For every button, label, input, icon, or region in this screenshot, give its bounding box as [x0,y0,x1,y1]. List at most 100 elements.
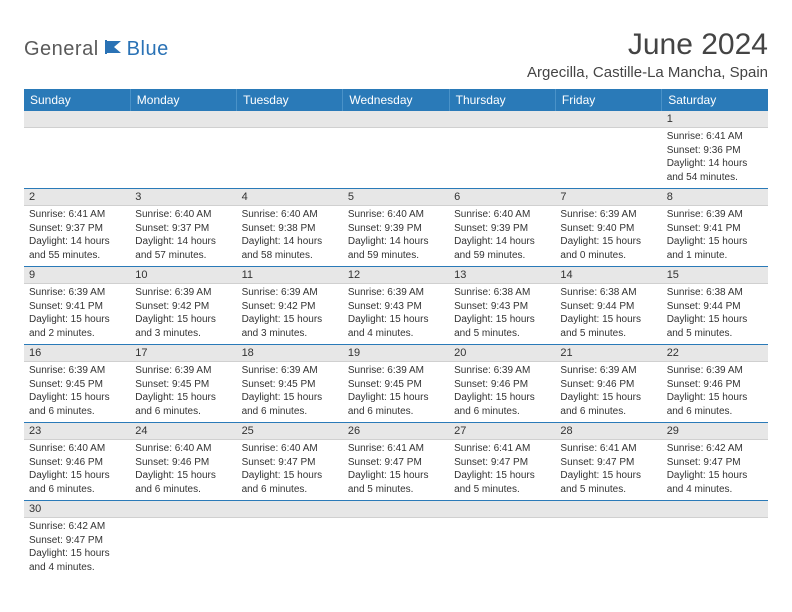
calendar-day-cell: 21Sunrise: 6:39 AMSunset: 9:46 PMDayligh… [555,345,661,423]
calendar-day-cell: 19Sunrise: 6:39 AMSunset: 9:45 PMDayligh… [343,345,449,423]
day-number: 9 [24,267,130,284]
day-number: 13 [449,267,555,284]
calendar-day-cell: 7Sunrise: 6:39 AMSunset: 9:40 PMDaylight… [555,189,661,267]
day-details: Sunrise: 6:39 AMSunset: 9:42 PMDaylight:… [130,284,236,344]
calendar-day-cell [237,111,343,189]
calendar-day-cell [662,501,768,579]
day-number: 11 [237,267,343,284]
calendar-day-cell: 14Sunrise: 6:38 AMSunset: 9:44 PMDayligh… [555,267,661,345]
day-number-empty [24,111,130,128]
day-details: Sunrise: 6:39 AMSunset: 9:45 PMDaylight:… [130,362,236,422]
day-number: 7 [555,189,661,206]
calendar-day-cell [343,501,449,579]
flag-icon [103,38,127,61]
calendar-day-cell [343,111,449,189]
day-number: 10 [130,267,236,284]
day-details: Sunrise: 6:39 AMSunset: 9:42 PMDaylight:… [237,284,343,344]
calendar-day-cell: 1Sunrise: 6:41 AMSunset: 9:36 PMDaylight… [662,111,768,189]
calendar-day-cell: 17Sunrise: 6:39 AMSunset: 9:45 PMDayligh… [130,345,236,423]
day-details: Sunrise: 6:42 AMSunset: 9:47 PMDaylight:… [24,518,130,578]
day-number: 28 [555,423,661,440]
day-details: Sunrise: 6:39 AMSunset: 9:45 PMDaylight:… [24,362,130,422]
day-number: 6 [449,189,555,206]
header: General Blue June 2024 Argecilla, Castil… [24,28,768,81]
calendar-day-cell: 10Sunrise: 6:39 AMSunset: 9:42 PMDayligh… [130,267,236,345]
calendar-day-cell: 27Sunrise: 6:41 AMSunset: 9:47 PMDayligh… [449,423,555,501]
weekday-header: Thursday [449,89,555,111]
location: Argecilla, Castille-La Mancha, Spain [527,64,768,81]
day-details: Sunrise: 6:40 AMSunset: 9:37 PMDaylight:… [130,206,236,266]
calendar-day-cell: 20Sunrise: 6:39 AMSunset: 9:46 PMDayligh… [449,345,555,423]
day-details: Sunrise: 6:39 AMSunset: 9:46 PMDaylight:… [662,362,768,422]
calendar-day-cell [237,501,343,579]
day-number: 25 [237,423,343,440]
calendar-week-row: 30Sunrise: 6:42 AMSunset: 9:47 PMDayligh… [24,501,768,579]
day-number-empty [449,111,555,128]
weekday-header: Friday [555,89,661,111]
calendar-day-cell [24,111,130,189]
day-details: Sunrise: 6:39 AMSunset: 9:46 PMDaylight:… [555,362,661,422]
calendar-week-row: 9Sunrise: 6:39 AMSunset: 9:41 PMDaylight… [24,267,768,345]
calendar-day-cell: 8Sunrise: 6:39 AMSunset: 9:41 PMDaylight… [662,189,768,267]
day-number: 27 [449,423,555,440]
day-number: 3 [130,189,236,206]
calendar-day-cell: 26Sunrise: 6:41 AMSunset: 9:47 PMDayligh… [343,423,449,501]
logo-text-blue: Blue [127,38,169,61]
calendar-day-cell: 12Sunrise: 6:39 AMSunset: 9:43 PMDayligh… [343,267,449,345]
calendar-day-cell [555,111,661,189]
day-number: 24 [130,423,236,440]
day-number-empty [343,501,449,518]
day-number: 14 [555,267,661,284]
day-details: Sunrise: 6:41 AMSunset: 9:47 PMDaylight:… [555,440,661,500]
day-number-empty [130,111,236,128]
day-number: 20 [449,345,555,362]
logo-text-general: General [24,38,99,61]
day-number: 1 [662,111,768,128]
day-number-empty [555,501,661,518]
calendar-week-row: 1Sunrise: 6:41 AMSunset: 9:36 PMDaylight… [24,111,768,189]
day-number: 8 [662,189,768,206]
calendar-day-cell [130,501,236,579]
calendar-day-cell: 9Sunrise: 6:39 AMSunset: 9:41 PMDaylight… [24,267,130,345]
day-number: 2 [24,189,130,206]
calendar-day-cell: 28Sunrise: 6:41 AMSunset: 9:47 PMDayligh… [555,423,661,501]
calendar-day-cell: 6Sunrise: 6:40 AMSunset: 9:39 PMDaylight… [449,189,555,267]
weekday-header: Tuesday [237,89,343,111]
calendar-day-cell: 5Sunrise: 6:40 AMSunset: 9:39 PMDaylight… [343,189,449,267]
day-number: 4 [237,189,343,206]
day-details: Sunrise: 6:41 AMSunset: 9:47 PMDaylight:… [343,440,449,500]
day-number: 29 [662,423,768,440]
day-number: 19 [343,345,449,362]
calendar-day-cell: 23Sunrise: 6:40 AMSunset: 9:46 PMDayligh… [24,423,130,501]
calendar-day-cell: 24Sunrise: 6:40 AMSunset: 9:46 PMDayligh… [130,423,236,501]
calendar-day-cell: 25Sunrise: 6:40 AMSunset: 9:47 PMDayligh… [237,423,343,501]
day-number-empty [237,111,343,128]
day-number: 26 [343,423,449,440]
month-title: June 2024 [527,28,768,62]
calendar-week-row: 2Sunrise: 6:41 AMSunset: 9:37 PMDaylight… [24,189,768,267]
day-number: 22 [662,345,768,362]
weekday-header: Monday [130,89,236,111]
calendar-day-cell: 18Sunrise: 6:39 AMSunset: 9:45 PMDayligh… [237,345,343,423]
calendar-day-cell: 16Sunrise: 6:39 AMSunset: 9:45 PMDayligh… [24,345,130,423]
day-details: Sunrise: 6:40 AMSunset: 9:39 PMDaylight:… [449,206,555,266]
day-details: Sunrise: 6:39 AMSunset: 9:40 PMDaylight:… [555,206,661,266]
calendar-day-cell: 2Sunrise: 6:41 AMSunset: 9:37 PMDaylight… [24,189,130,267]
day-details: Sunrise: 6:41 AMSunset: 9:47 PMDaylight:… [449,440,555,500]
calendar-day-cell [449,111,555,189]
day-number: 18 [237,345,343,362]
day-number: 23 [24,423,130,440]
day-number-empty [662,501,768,518]
calendar-day-cell [449,501,555,579]
day-details: Sunrise: 6:39 AMSunset: 9:45 PMDaylight:… [237,362,343,422]
day-number-empty [555,111,661,128]
logo: General Blue [24,38,169,61]
day-details: Sunrise: 6:39 AMSunset: 9:41 PMDaylight:… [662,206,768,266]
calendar-day-cell: 11Sunrise: 6:39 AMSunset: 9:42 PMDayligh… [237,267,343,345]
title-block: June 2024 Argecilla, Castille-La Mancha,… [527,28,768,81]
calendar-day-cell: 3Sunrise: 6:40 AMSunset: 9:37 PMDaylight… [130,189,236,267]
calendar-header-row: SundayMondayTuesdayWednesdayThursdayFrid… [24,89,768,111]
weekday-header: Wednesday [343,89,449,111]
day-number: 12 [343,267,449,284]
day-details: Sunrise: 6:41 AMSunset: 9:37 PMDaylight:… [24,206,130,266]
